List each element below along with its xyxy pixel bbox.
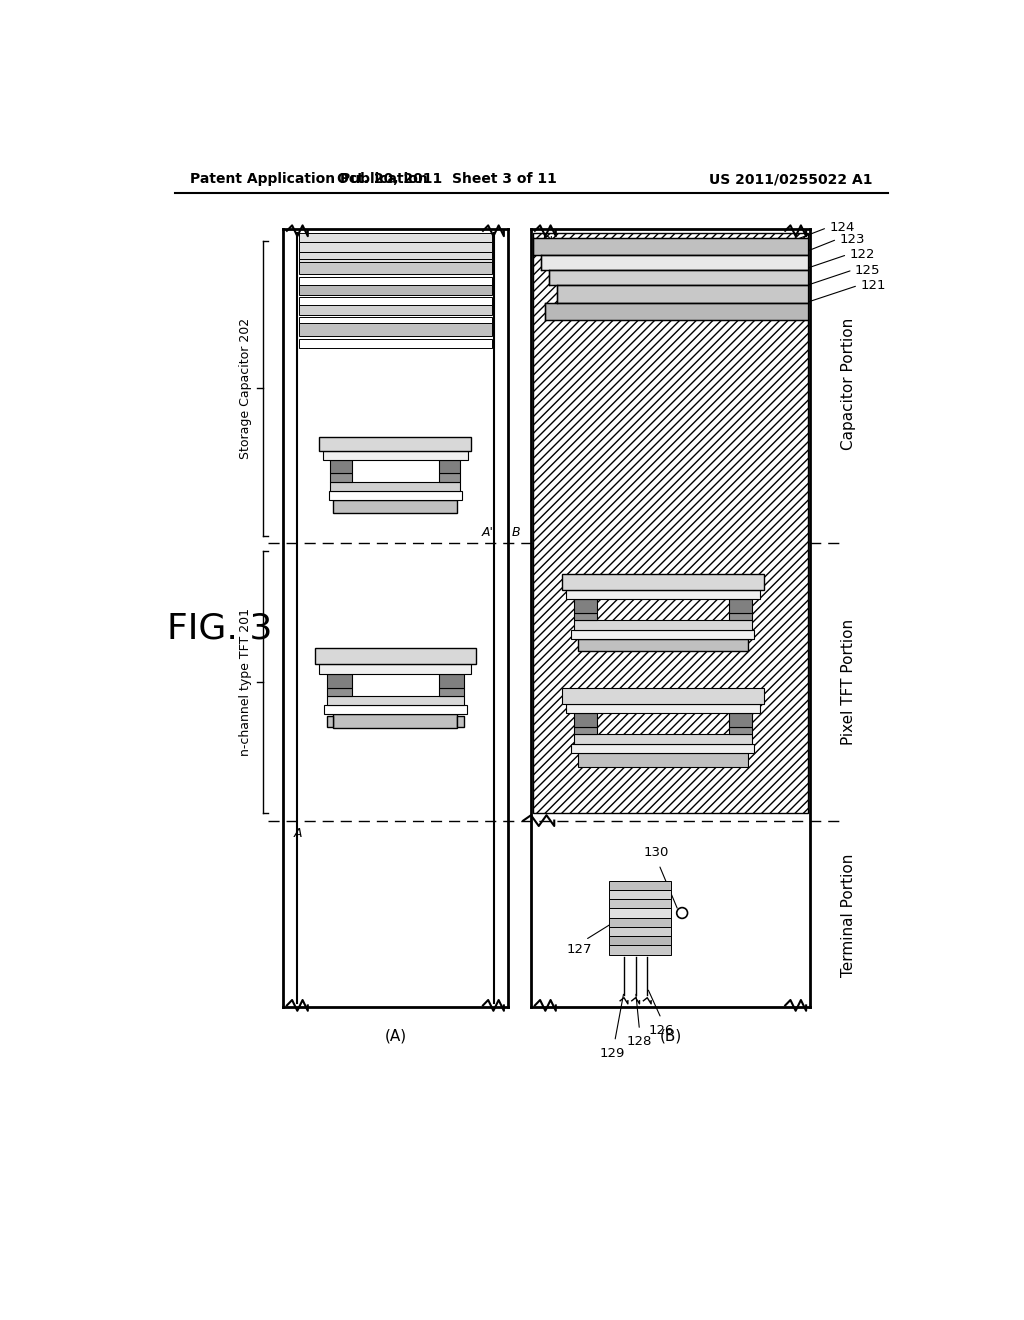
Bar	[608, 880, 671, 890]
Bar	[331, 473, 352, 482]
Bar	[571, 743, 755, 752]
Bar	[573, 599, 597, 612]
Bar	[438, 473, 461, 482]
Bar	[299, 339, 493, 348]
Text: Capacitor Portion: Capacitor Portion	[842, 318, 856, 450]
Text: Terminal Portion: Terminal Portion	[842, 853, 856, 977]
Text: n-channel type TFT 201: n-channel type TFT 201	[240, 609, 252, 756]
Bar	[328, 715, 334, 726]
Text: 128: 128	[627, 1035, 652, 1048]
Bar	[299, 252, 493, 259]
Bar	[331, 461, 352, 473]
Text: 121: 121	[860, 279, 886, 292]
Bar	[545, 304, 808, 321]
Bar	[573, 620, 752, 630]
Bar	[566, 704, 760, 713]
Text: 130: 130	[644, 846, 670, 859]
Text: US 2011/0255022 A1: US 2011/0255022 A1	[710, 172, 872, 186]
Text: (A): (A)	[384, 1028, 407, 1044]
Bar	[438, 461, 461, 473]
Bar	[328, 696, 464, 705]
Bar	[578, 752, 748, 767]
Bar	[571, 630, 755, 639]
Bar	[573, 713, 597, 726]
Bar	[458, 715, 464, 726]
Text: 122: 122	[850, 248, 876, 261]
Bar	[729, 599, 752, 612]
Bar	[608, 890, 671, 899]
Text: 125: 125	[855, 264, 881, 277]
Text: FIG. 3: FIG. 3	[167, 611, 272, 645]
Bar	[328, 675, 352, 688]
Bar	[299, 234, 493, 243]
Bar	[608, 945, 671, 956]
Bar	[729, 713, 752, 726]
Bar	[299, 285, 493, 296]
Text: 129: 129	[600, 1047, 625, 1060]
Bar	[729, 726, 752, 734]
Bar	[319, 437, 471, 451]
Bar	[557, 285, 808, 304]
Text: A': A'	[482, 525, 494, 539]
Text: Oct. 20, 2011  Sheet 3 of 11: Oct. 20, 2011 Sheet 3 of 11	[337, 172, 557, 186]
Text: 123: 123	[840, 232, 865, 246]
Bar	[314, 648, 476, 664]
Bar	[578, 639, 748, 651]
Text: 127: 127	[566, 942, 592, 956]
Text: Storage Capacitor 202: Storage Capacitor 202	[240, 318, 252, 459]
Text: B: B	[512, 525, 520, 539]
Text: Patent Application Publication: Patent Application Publication	[190, 172, 428, 186]
Bar	[299, 323, 493, 335]
Text: B': B'	[542, 235, 554, 248]
Bar	[562, 574, 764, 590]
Bar	[323, 451, 468, 461]
Bar	[328, 688, 352, 696]
Text: A: A	[294, 826, 302, 840]
Bar	[549, 271, 808, 285]
Bar	[334, 500, 458, 512]
Bar	[573, 734, 752, 743]
Text: Pixel TFT Portion: Pixel TFT Portion	[842, 619, 856, 744]
Bar	[334, 714, 458, 729]
Bar	[729, 612, 752, 620]
Bar	[299, 243, 493, 252]
Bar	[331, 482, 461, 491]
Bar	[324, 705, 467, 714]
Bar	[438, 675, 464, 688]
Bar	[573, 726, 597, 734]
Text: 126: 126	[648, 1024, 674, 1038]
Bar	[438, 688, 464, 696]
Bar	[534, 234, 808, 813]
Bar	[541, 255, 808, 271]
Bar	[299, 305, 493, 315]
Bar	[573, 612, 597, 620]
Bar	[608, 908, 671, 917]
Bar	[329, 491, 462, 500]
Bar	[299, 261, 493, 275]
Bar	[534, 238, 808, 255]
Bar	[608, 899, 671, 908]
Text: (B): (B)	[659, 1028, 682, 1044]
Bar	[299, 277, 493, 286]
Bar	[299, 297, 493, 306]
Bar	[299, 317, 493, 326]
Bar	[299, 259, 493, 267]
Text: 124: 124	[829, 222, 855, 234]
Bar	[319, 664, 471, 675]
Bar	[608, 927, 671, 936]
Bar	[608, 936, 671, 945]
Bar	[562, 688, 764, 704]
Bar	[608, 917, 671, 927]
Bar	[566, 590, 760, 599]
